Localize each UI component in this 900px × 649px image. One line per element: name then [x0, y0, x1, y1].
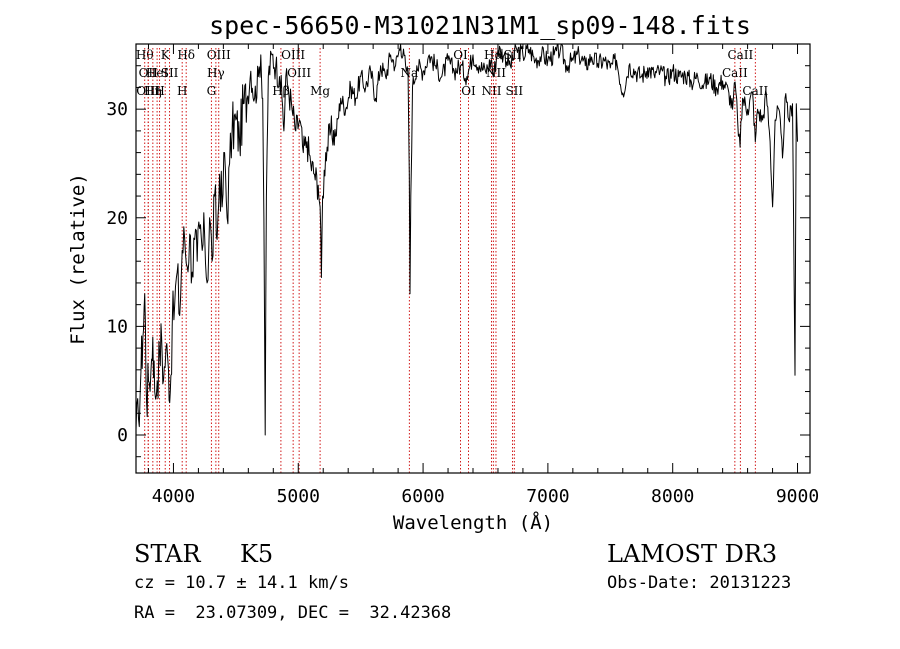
x-tick-label: 6000 [401, 486, 444, 507]
x-axis-label: Wavelength (Å) [393, 511, 553, 534]
spectrum-series [135, 43, 798, 436]
line-marker-label: OIII [207, 48, 231, 62]
survey-name: LAMOST DR3 [607, 540, 778, 568]
line-marker-label: Hθ [136, 48, 154, 62]
axes: 4000 5000 6000 7000 8000 9000 0 10 20 30 [106, 43, 819, 507]
x-tick-label: 7000 [526, 486, 569, 507]
x-tick-label: 4000 [152, 486, 195, 507]
line-marker-label: CaII [742, 84, 768, 98]
line-marker-label: CaII [722, 66, 748, 80]
obs-date: Obs-Date: 20131223 [607, 573, 792, 593]
object-subclass: K5 [240, 540, 274, 568]
spectrum-line [135, 43, 798, 436]
line-marker-label: CaII [727, 48, 753, 62]
line-marker-label: Hα [484, 48, 503, 62]
y-tick-label: 0 [117, 425, 128, 446]
y-tick-label: 20 [106, 208, 128, 229]
line-marker-label: SII [505, 84, 523, 98]
y-tick-label: 10 [106, 316, 128, 337]
line-marker-label: OI [453, 48, 468, 62]
line-marker-label: NII [481, 84, 501, 98]
line-marker-label: Hγ [207, 66, 225, 80]
x-tick-label: 5000 [277, 486, 320, 507]
line-marker-label: HeI [146, 66, 169, 80]
line-marker-label: G [207, 84, 217, 98]
line-marker-label: SII [161, 66, 179, 80]
plot-frame [135, 43, 811, 474]
x-tick-label: 8000 [651, 486, 694, 507]
object-class: STAR [134, 540, 201, 568]
line-marker-label: K [161, 48, 171, 62]
line-marker-label: OIII [287, 66, 311, 80]
line-marker-label: OIII [136, 84, 160, 98]
line-marker-label: NII [486, 66, 506, 80]
line-marker-label: Na [401, 66, 419, 80]
chart-title: spec-56650-M31021N31M1_sp09-148.fits [209, 11, 751, 40]
redshift-cz: cz = 10.7 ± 14.1 km/s [134, 573, 349, 593]
y-tick-label: 30 [106, 99, 128, 120]
line-marker-label: H [177, 84, 187, 98]
line-marker-label: OI [461, 84, 476, 98]
line-markers: HθOIIOIIIHηHeIHKSIIHHδGHγOIIIHβOIIIOIIIM… [136, 48, 768, 473]
ra-dec: RA = 23.07309, DEC = 32.42368 [134, 603, 452, 623]
y-axis-label: Flux (relative) [67, 173, 89, 345]
x-tick-label: 9000 [776, 486, 819, 507]
line-marker-label: Hδ [177, 48, 195, 62]
line-marker-label: Mg [310, 84, 330, 98]
line-marker-label: H [154, 84, 164, 98]
line-marker-label: OIII [281, 48, 305, 62]
